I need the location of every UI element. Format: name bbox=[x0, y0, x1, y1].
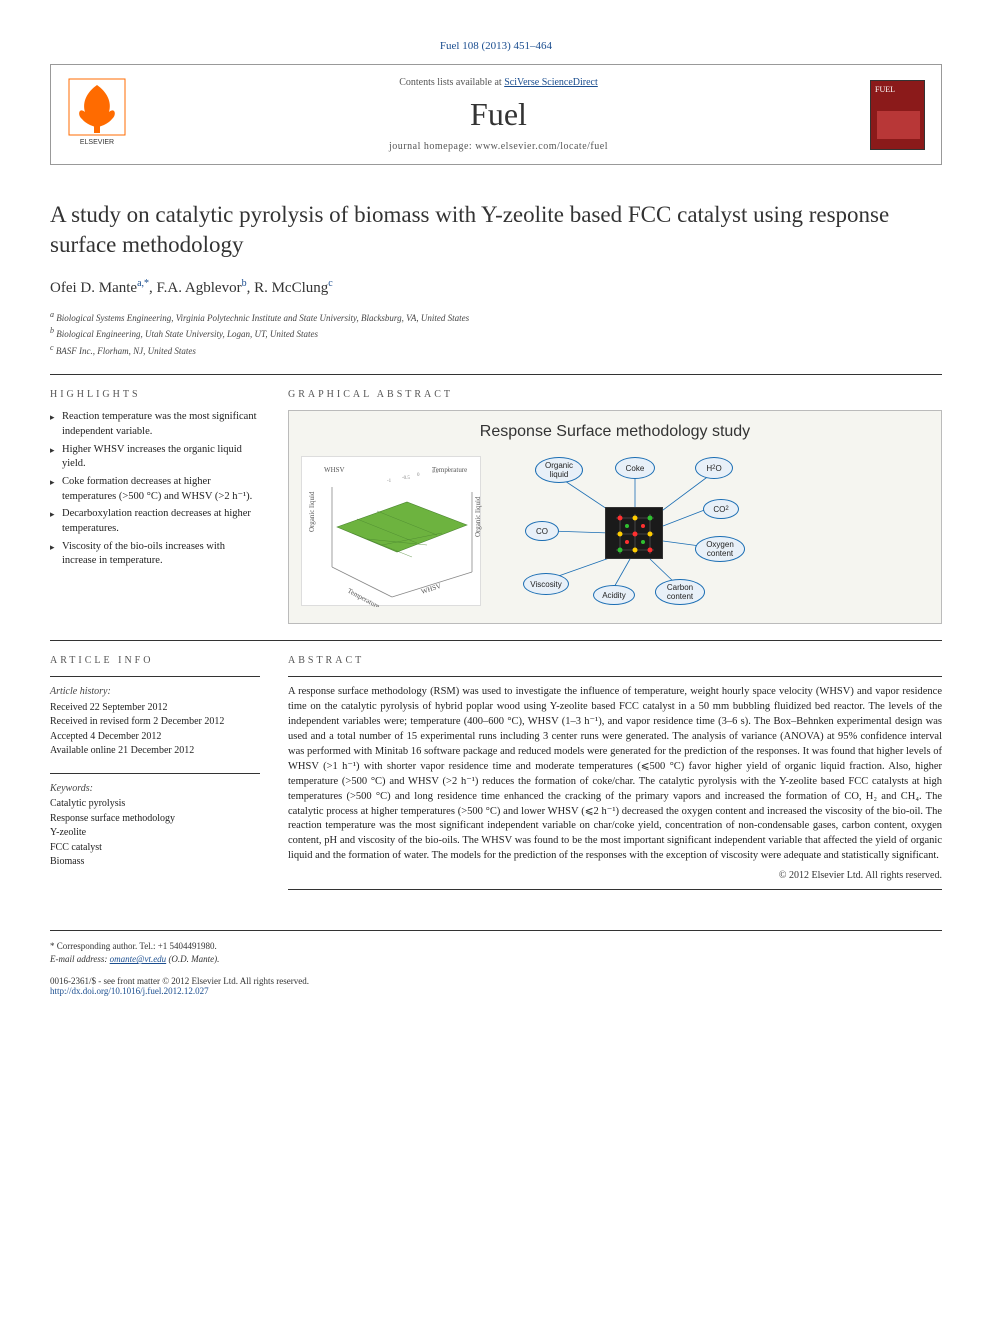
page-footer: * Corresponding author. Tel.: +1 5404491… bbox=[50, 930, 942, 996]
surface-plot: Organic liquid Organic liquid Temperatur… bbox=[301, 456, 481, 606]
highlight-item: Reaction temperature was the most signif… bbox=[50, 410, 260, 439]
email-link[interactable]: omante@vt.edu bbox=[110, 954, 167, 964]
bubble-diagram: Organic liquid Coke H2O CO CO2 Oxygen content… bbox=[495, 451, 929, 611]
abstract-label: ABSTRACT bbox=[288, 655, 942, 666]
bubble-h-o: H2O bbox=[695, 457, 733, 479]
ga-title: Response Surface methodology study bbox=[301, 423, 929, 441]
affiliations: a Biological Systems Engineering, Virgin… bbox=[50, 309, 942, 359]
contents-available: Contents lists available at SciVerse Sci… bbox=[127, 77, 870, 88]
svg-text:-0.5: -0.5 bbox=[402, 476, 410, 481]
copyright-line: © 2012 Elsevier Ltd. All rights reserved… bbox=[288, 870, 942, 881]
bubble-co: CO bbox=[525, 521, 559, 541]
bubble-carbon-content: Carbon content bbox=[655, 579, 705, 605]
svg-text:0.5: 0.5 bbox=[432, 470, 439, 475]
highlights-list: Reaction temperature was the most signif… bbox=[50, 410, 260, 569]
graphical-abstract-figure: Response Surface methodology study bbox=[288, 410, 942, 624]
highlight-item: Decarboxylation reaction decreases at hi… bbox=[50, 507, 260, 536]
author-list: Ofei D. Mantea,*, F.A. Agblevorb, R. McC… bbox=[50, 278, 942, 297]
sciencedirect-link[interactable]: SciVerse ScienceDirect bbox=[504, 77, 598, 88]
homepage-url[interactable]: www.elsevier.com/locate/fuel bbox=[475, 141, 608, 152]
highlight-item: Higher WHSV increases the organic liquid… bbox=[50, 443, 260, 472]
citation-line: Fuel 108 (2013) 451–464 bbox=[50, 40, 942, 52]
corresponding-author: * Corresponding author. Tel.: +1 5404491… bbox=[50, 941, 942, 951]
bubble-acidity: Acidity bbox=[593, 585, 635, 605]
bubble-coke: Coke bbox=[615, 457, 655, 479]
article-info-label: ARTICLE INFO bbox=[50, 655, 260, 666]
divider bbox=[50, 374, 942, 375]
journal-cover-thumbnail: FUEL bbox=[870, 80, 925, 150]
svg-text:0: 0 bbox=[417, 473, 420, 478]
svg-text:ELSEVIER: ELSEVIER bbox=[80, 139, 114, 146]
bubble-organic-liquid: Organic liquid bbox=[535, 457, 583, 483]
doi-link[interactable]: http://dx.doi.org/10.1016/j.fuel.2012.12… bbox=[50, 986, 942, 996]
svg-text:Temperature: Temperature bbox=[346, 587, 381, 607]
keywords: Keywords: Catalytic pyrolysisResponse su… bbox=[50, 782, 260, 870]
bubble-co-: CO2 bbox=[703, 499, 739, 519]
bubble-oxygen-content: Oxygen content bbox=[695, 536, 745, 562]
highlight-item: Coke formation decreases at higher tempe… bbox=[50, 475, 260, 504]
journal-name: Fuel bbox=[127, 96, 870, 133]
bubble-viscosity: Viscosity bbox=[523, 573, 569, 595]
article-history: Article history: Received 22 September 2… bbox=[50, 685, 260, 759]
journal-header: ELSEVIER Contents lists available at Sci… bbox=[50, 64, 942, 165]
svg-text:Organic liquid: Organic liquid bbox=[474, 496, 482, 537]
journal-homepage: journal homepage: www.elsevier.com/locat… bbox=[127, 141, 870, 152]
svg-text:-1: -1 bbox=[387, 479, 392, 484]
issn-line: 0016-2361/$ - see front matter © 2012 El… bbox=[50, 976, 942, 986]
article-title: A study on catalytic pyrolysis of biomas… bbox=[50, 200, 942, 260]
highlight-item: Viscosity of the bio-oils increases with… bbox=[50, 540, 260, 569]
divider bbox=[50, 640, 942, 641]
elsevier-logo: ELSEVIER bbox=[67, 77, 127, 152]
svg-text:WHSV: WHSV bbox=[420, 582, 442, 596]
highlights-label: HIGHLIGHTS bbox=[50, 389, 260, 400]
svg-text:Organic liquid: Organic liquid bbox=[308, 491, 316, 532]
zeolite-structure bbox=[605, 507, 663, 559]
graphical-abstract-label: GRAPHICAL ABSTRACT bbox=[288, 389, 942, 400]
email-line: E-mail address: omante@vt.edu (O.D. Mant… bbox=[50, 954, 942, 964]
svg-text:WHSV: WHSV bbox=[324, 466, 345, 474]
abstract-text: A response surface methodology (RSM) was… bbox=[288, 685, 942, 864]
